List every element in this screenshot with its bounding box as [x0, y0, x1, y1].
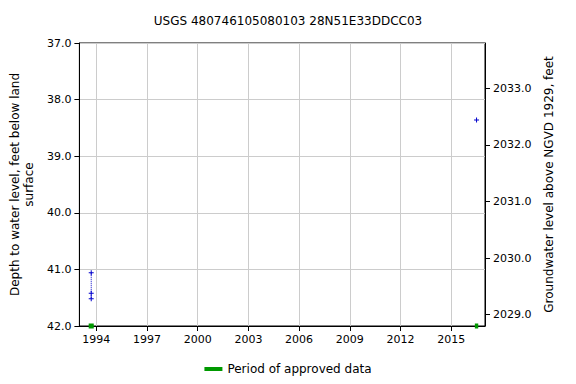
svg-text:2000: 2000 — [184, 333, 212, 346]
svg-text:1997: 1997 — [133, 333, 161, 346]
svg-text:2012: 2012 — [386, 333, 414, 346]
svg-text:2029.0: 2029.0 — [493, 308, 532, 321]
svg-text:surface: surface — [22, 162, 36, 206]
svg-text:USGS 480746105080103 28N51E33D: USGS 480746105080103 28N51E33DDCC03 — [154, 14, 422, 28]
svg-text:2031.0: 2031.0 — [493, 195, 532, 208]
svg-text:37.0: 37.0 — [47, 37, 72, 50]
svg-text:38.0: 38.0 — [47, 93, 72, 106]
svg-text:Groundwater level above NGVD 1: Groundwater level above NGVD 1929, feet — [542, 56, 556, 313]
svg-text:1994: 1994 — [82, 333, 110, 346]
svg-text:2009: 2009 — [336, 333, 364, 346]
svg-text:Period of approved data: Period of approved data — [227, 362, 371, 376]
svg-text:2015: 2015 — [437, 333, 465, 346]
svg-text:Depth to water level, feet bel: Depth to water level, feet below land — [8, 73, 22, 296]
svg-text:40.0: 40.0 — [47, 206, 72, 219]
svg-text:39.0: 39.0 — [47, 150, 72, 163]
svg-text:2033.0: 2033.0 — [493, 82, 532, 95]
svg-text:41.0: 41.0 — [47, 263, 72, 276]
svg-text:2032.0: 2032.0 — [493, 138, 532, 151]
svg-text:2006: 2006 — [285, 333, 313, 346]
svg-text:2030.0: 2030.0 — [493, 252, 532, 265]
svg-text:2003: 2003 — [234, 333, 262, 346]
svg-text:42.0: 42.0 — [47, 320, 72, 333]
